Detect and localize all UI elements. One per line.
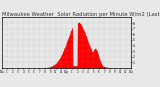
Text: Milwaukee Weather  Solar Radiation per Minute W/m2 (Last 24 Hours): Milwaukee Weather Solar Radiation per Mi… xyxy=(2,12,160,17)
